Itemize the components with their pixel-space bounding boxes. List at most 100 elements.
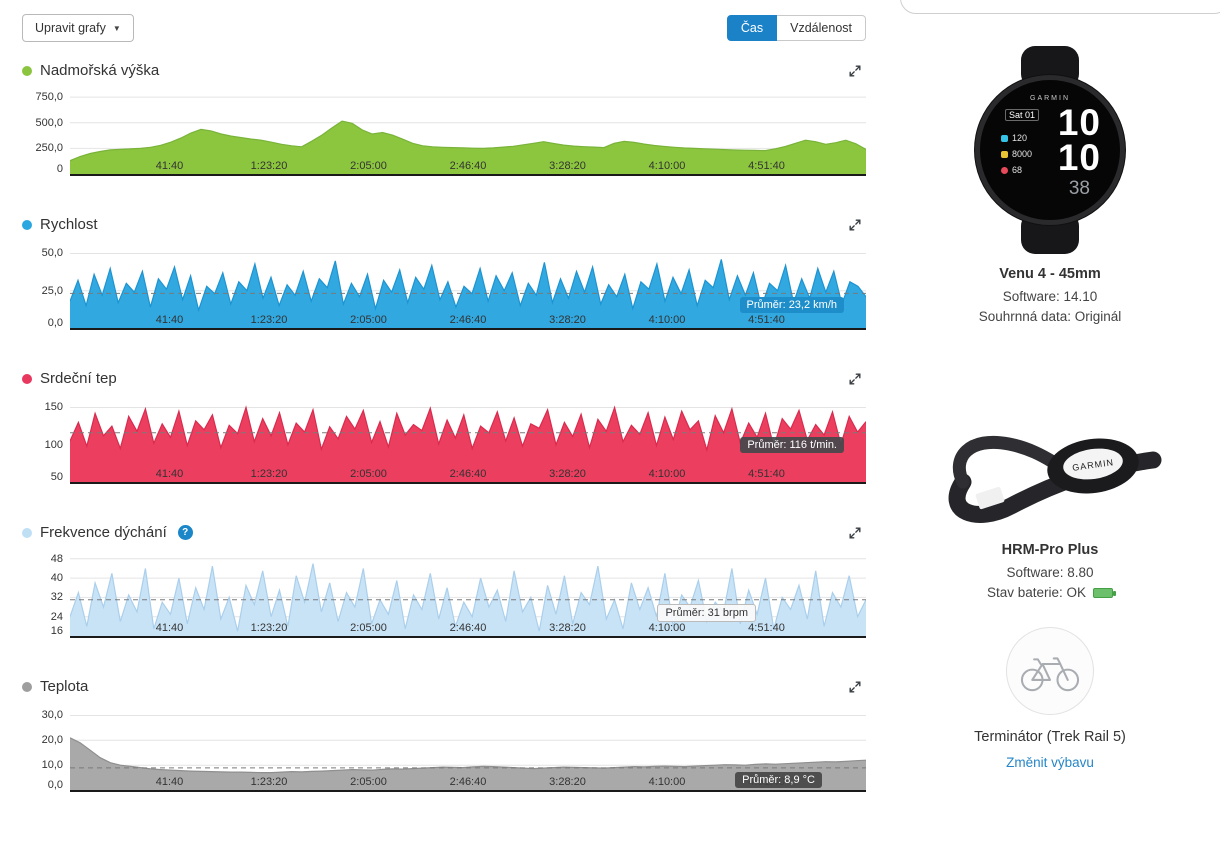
y-axis-tick-label: 16 [50,625,63,637]
chart-title: Rychlost [40,216,98,233]
watch-stats: 120 8000 68 [1001,133,1032,175]
device-battery-line: Stav baterie: OK [986,583,1117,603]
x-axis-tick-label: 4:10:00 [648,622,686,634]
gear-card-bike: Terminátor (Trek Rail 5) Změnit výbavu [974,627,1126,770]
y-axis-tick-label: 100 [44,438,63,451]
x-axis-tick-label: 3:28:20 [549,776,586,788]
x-axis-tick-label: 41:40 [155,622,184,634]
x-axis-tick-label: 1:23:20 [250,160,288,172]
y-axis-tick-label: 250,0 [35,142,63,155]
help-icon[interactable]: ? [177,525,193,540]
y-axis-labels: 16 24 32 40 48 [22,552,70,638]
x-axis-tick-label: 2:46:40 [449,314,487,326]
device-software: Software: 14.10 [1002,289,1098,304]
y-axis-tick-label: 50 [50,471,63,483]
chart-plot-area[interactable]: 41:40 1:23:20 2:05:00 2:46:40 3:28:20 4:10:00… [70,246,866,330]
chart-body: 50 100 150 41:40 1:23:20 2:05:00 2:46:40 3:28:… [22,400,866,484]
chart-series-dot [22,219,32,230]
devices-sidebar: GARMIN Sat 01 120 8000 68 10 10 38 Venu … [880,0,1220,842]
expand-chart-icon[interactable] [848,680,862,694]
y-axis-tick-label: 48 [50,552,63,565]
chart-series-dot [22,373,32,384]
x-axis-tick-label: 4:10:00 [648,160,686,172]
chart-section: Rychlost 0,0 25,0 50,0 41:40 1:23:20 2:05:00… [22,216,866,330]
watch-hours: 10 [1057,102,1101,143]
chart-plot-area[interactable]: 41:40 1:23:20 2:05:00 2:46:40 3:28:20 4:10:00… [70,708,866,792]
toggle-time-button[interactable]: Čas [726,15,778,41]
battery-status-text: Stav baterie: OK [986,584,1087,600]
chart-title: Frekvence dýchání [40,524,167,541]
chart-section: Teplota 0,0 10,0 20,0 30,0 41:40 1:23:20 2:05… [22,678,866,792]
chart-body: 0 250,0 500,0 750,0 41:40 1:23:20 2:05:00 2:46… [22,91,866,176]
x-axis-tick-label: 2:05:00 [350,622,387,634]
bicycle-icon [1020,656,1080,691]
device-summary-data: Souhrnná data: Originál [978,309,1122,325]
x-axis-tick-label: 1:23:20 [250,314,288,326]
toggle-distance-button[interactable]: Vzdálenost [777,15,866,41]
watch-stat-value: 8000 [1012,149,1033,159]
y-axis-tick-label: 40 [50,572,63,585]
chart-plot-area[interactable]: 41:40 1:23:20 2:05:00 2:46:40 3:28:20 4:10:00… [70,554,866,638]
y-axis-tick-label: 24 [50,610,63,623]
y-axis-tick-label: 20,0 [41,734,63,747]
gear-name: Terminátor (Trek Rail 5) [974,729,1126,745]
chart-plot-area[interactable]: 41:40 1:23:20 2:05:00 2:46:40 3:28:20 4:10:00… [70,92,866,176]
expand-chart-icon[interactable] [848,218,862,232]
watch-stat-value: 68 [1012,165,1023,175]
watch-brand-text: GARMIN [1030,95,1070,102]
x-axis-tick-label: 1:23:20 [250,776,288,788]
edit-charts-button[interactable]: Upravit grafy ▼ [22,14,134,42]
x-axis-tick-label: 3:28:20 [549,622,586,634]
chart-section: Frekvence dýchání ? 16 24 32 40 48 41:40 1:23… [22,524,866,638]
x-axis-tick-label: 2:46:40 [449,622,487,634]
y-axis-tick-label: 500,0 [35,116,63,129]
chart-header: Frekvence dýchání ? [22,524,866,541]
x-axis-tick-label: 1:23:20 [250,622,288,634]
chart-title: Teplota [40,678,89,695]
expand-chart-icon[interactable] [848,372,862,386]
y-axis-tick-label: 30,0 [41,709,63,722]
charts-list: Nadmořská výška 0 250,0 500,0 750,0 41:40 1:… [22,62,866,792]
chart-body: 0,0 10,0 20,0 30,0 41:40 1:23:20 2:05:00 2:46:… [22,708,866,792]
chart-header: Teplota [22,678,866,695]
bike-image [1006,627,1094,715]
chart-header: Srdeční tep [22,370,866,387]
x-axis-tick-label: 4:51:40 [748,468,785,480]
watch-stat-value: 120 [1012,133,1028,143]
y-axis-tick-label: 0,0 [47,317,63,329]
watch-seconds: 38 [1068,178,1090,200]
search-input-partial[interactable] [900,0,1220,14]
caret-down-icon: ▼ [112,23,121,33]
x-axis-tick-label: 4:51:40 [748,314,785,326]
expand-chart-icon[interactable] [848,526,862,540]
x-axis-tick-label: 2:46:40 [449,468,487,480]
x-axis-tick-label: 3:28:20 [549,468,586,480]
x-axis-tick-label: 2:46:40 [449,160,487,172]
watch-minutes: 10 [1057,137,1101,179]
x-axis-tick-label: 4:10:00 [648,314,686,326]
x-axis-tick-label: 2:05:00 [350,468,387,480]
x-axis-tick-label: 2:05:00 [350,314,387,326]
charts-panel: Upravit grafy ▼ Čas Vzdálenost Nadmořská… [22,14,866,792]
watch-time: 10 10 38 [1057,102,1101,200]
battery-icon [1093,588,1117,599]
chart-header: Rychlost [22,216,866,233]
chart-title: Nadmořská výška [40,62,160,79]
watch-stat-icon-yellow [1001,150,1008,158]
expand-chart-icon[interactable] [848,64,862,78]
average-value-label: Průměr: 116 t/min. [740,436,844,453]
y-axis-tick-label: 150 [44,401,63,414]
chart-body: 0,0 25,0 50,0 41:40 1:23:20 2:05:00 2:46:40 3:… [22,246,866,330]
chart-canvas [70,253,866,328]
chart-plot-area[interactable]: 41:40 1:23:20 2:05:00 2:46:40 3:28:20 4:10:00… [70,400,866,484]
change-gear-link[interactable]: Změnit výbavu [1006,755,1094,770]
y-axis-tick-label: 0,0 [47,779,63,791]
x-axis-tick-label: 41:40 [155,160,184,172]
y-axis-tick-label: 32 [50,591,63,604]
watch-date: Sat 01 [1005,109,1040,121]
x-axis-tick-label: 2:46:40 [449,776,487,788]
device-name: Venu 4 - 45mm [999,266,1101,282]
y-axis-labels: 0,0 25,0 50,0 [22,246,70,330]
chart-body: 16 24 32 40 48 41:40 1:23:20 2:05:00 2:46:40 3:2… [22,552,866,638]
